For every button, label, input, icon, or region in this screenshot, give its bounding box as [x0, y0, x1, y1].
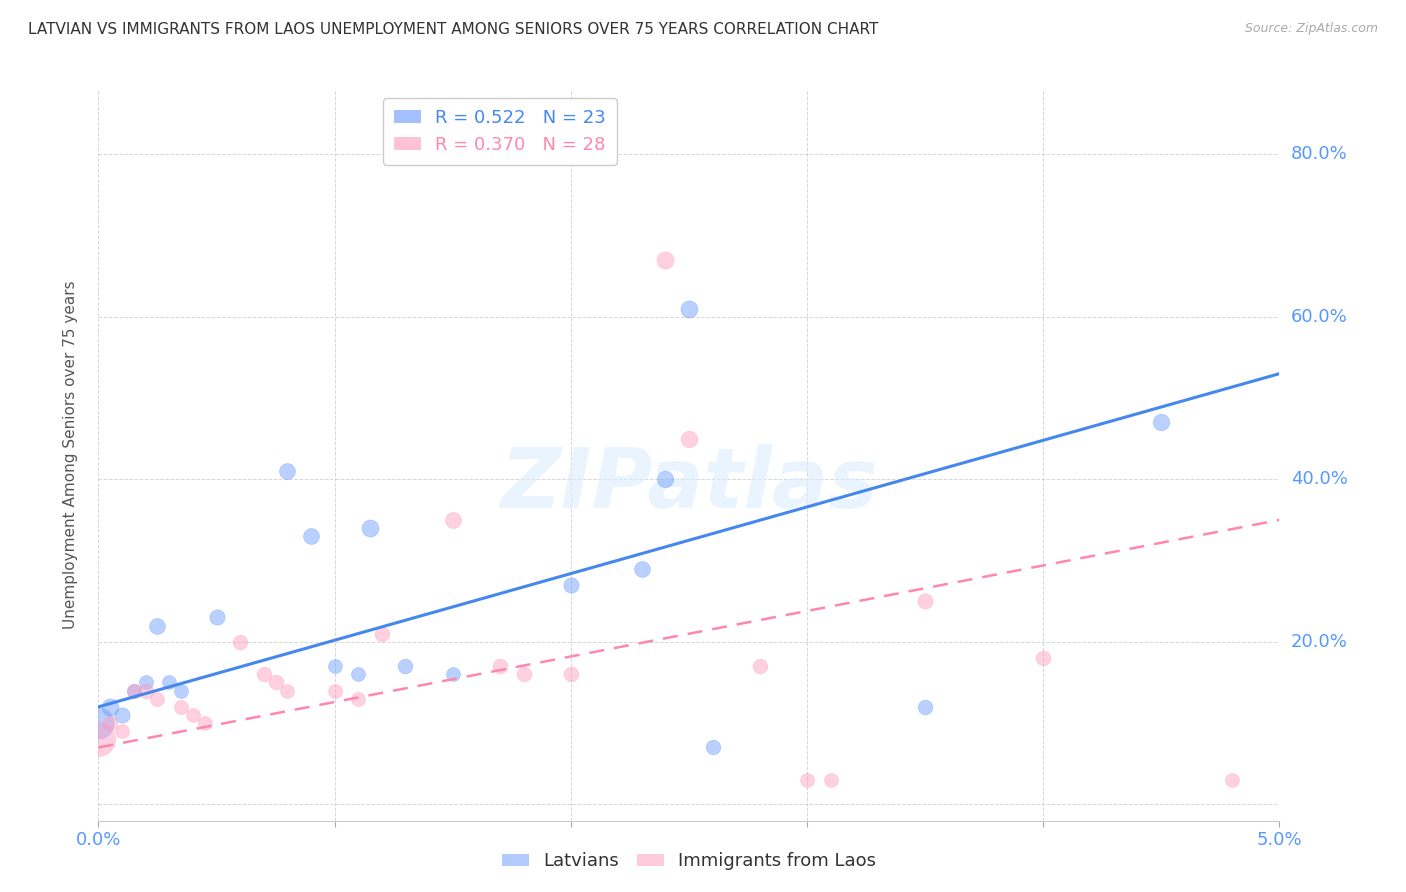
Point	[146, 618, 169, 632]
Point	[111, 708, 134, 723]
Point	[678, 432, 700, 446]
Text: 40.0%: 40.0%	[1291, 470, 1347, 488]
Point	[205, 610, 228, 624]
Point	[194, 716, 217, 731]
Point	[347, 691, 370, 706]
Point	[276, 683, 298, 698]
Point	[323, 683, 346, 698]
Point	[654, 472, 676, 486]
Point	[914, 594, 936, 608]
Text: LATVIAN VS IMMIGRANTS FROM LAOS UNEMPLOYMENT AMONG SENIORS OVER 75 YEARS CORRELA: LATVIAN VS IMMIGRANTS FROM LAOS UNEMPLOY…	[28, 22, 879, 37]
Point	[146, 691, 169, 706]
Point	[87, 716, 110, 731]
Text: Source: ZipAtlas.com: Source: ZipAtlas.com	[1244, 22, 1378, 36]
Point	[512, 667, 534, 681]
Point	[347, 667, 370, 681]
Point	[441, 513, 464, 527]
Point	[560, 578, 582, 592]
Point	[135, 683, 157, 698]
Point	[323, 659, 346, 673]
Point	[489, 659, 512, 673]
Point	[702, 740, 724, 755]
Text: ZIPatlas: ZIPatlas	[501, 443, 877, 524]
Point	[914, 699, 936, 714]
Point	[157, 675, 180, 690]
Text: 80.0%: 80.0%	[1291, 145, 1347, 163]
Text: 20.0%: 20.0%	[1291, 632, 1347, 651]
Point	[678, 301, 700, 316]
Point	[135, 675, 157, 690]
Point	[181, 708, 204, 723]
Point	[170, 699, 193, 714]
Point	[820, 772, 842, 787]
Point	[122, 683, 145, 698]
Text: 60.0%: 60.0%	[1291, 308, 1347, 326]
Point	[654, 252, 676, 267]
Point	[253, 667, 276, 681]
Point	[748, 659, 770, 673]
Point	[98, 699, 121, 714]
Point	[394, 659, 416, 673]
Point	[299, 529, 322, 543]
Point	[276, 464, 298, 478]
Point	[98, 716, 121, 731]
Point	[111, 724, 134, 739]
Point	[264, 675, 287, 690]
Point	[441, 667, 464, 681]
Point	[796, 772, 818, 787]
Point	[122, 683, 145, 698]
Point	[359, 521, 381, 535]
Point	[371, 626, 394, 640]
Point	[170, 683, 193, 698]
Legend: Latvians, Immigrants from Laos: Latvians, Immigrants from Laos	[495, 845, 883, 878]
Point	[1220, 772, 1243, 787]
Point	[1032, 651, 1054, 665]
Point	[1150, 416, 1173, 430]
Y-axis label: Unemployment Among Seniors over 75 years: Unemployment Among Seniors over 75 years	[63, 281, 77, 629]
Point	[229, 635, 252, 649]
Point	[630, 562, 652, 576]
Point	[87, 732, 110, 747]
Point	[560, 667, 582, 681]
